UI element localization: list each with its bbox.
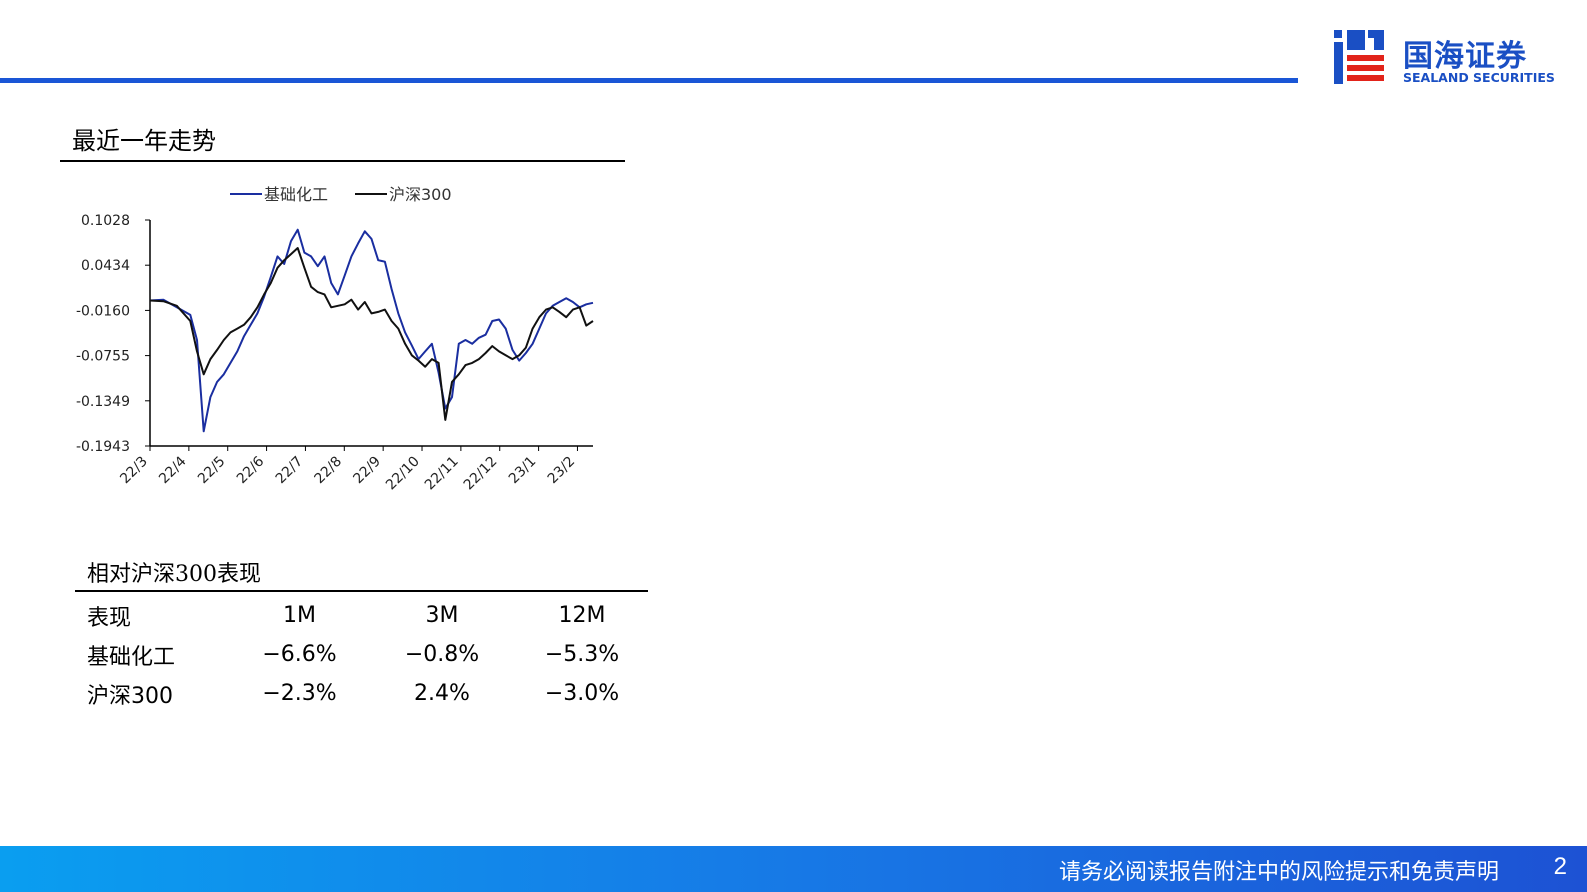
footer-disclaimer: 请务必阅读报告附注中的风险提示和免责声明	[1058, 860, 1499, 885]
y-tick-label: 0.1028	[81, 213, 130, 229]
column-header: 1M	[283, 603, 316, 628]
column-header: 表现	[87, 605, 132, 631]
x-tick-label: 22/3	[117, 454, 151, 488]
column-header: 12M	[558, 603, 606, 628]
x-tick-label: 22/7	[273, 454, 307, 488]
x-tick-label: 22/10	[383, 454, 423, 494]
x-tick-label: 23/2	[545, 454, 579, 488]
chart-lines	[149, 228, 594, 433]
table-cell: −3.0%	[544, 681, 620, 706]
x-tick-label: 22/9	[350, 454, 384, 488]
table-cell: 沪深300	[87, 683, 173, 709]
table-cell: −6.6%	[262, 642, 337, 667]
company-name: 国海证券	[1403, 39, 1527, 74]
performance-rule	[75, 590, 648, 592]
table-header-row: 表现 1M 3M 12M	[78, 596, 652, 635]
x-tick-label: 22/4	[156, 453, 190, 487]
table-row: 沪深300 −2.3% 2.4% −3.0%	[78, 674, 652, 713]
table-cell: −0.8%	[404, 642, 480, 667]
table-cell: 2.4%	[414, 681, 470, 706]
x-tick-label: 23/1	[506, 454, 540, 488]
chart-legend: 基础化工 沪深300	[230, 185, 452, 204]
header-rule	[0, 78, 1298, 83]
y-tick-label: -0.0160	[76, 303, 130, 319]
section-title: 最近一年走势	[72, 127, 216, 155]
x-tick-label: 22/12	[461, 454, 501, 494]
series-line	[149, 228, 594, 433]
y-tick-label: -0.1349	[76, 394, 130, 410]
y-tick-label: -0.0755	[76, 349, 130, 365]
series-line	[149, 247, 594, 421]
x-tick-label: 22/6	[234, 453, 268, 487]
company-name-en: SEALAND SECURITIES	[1403, 70, 1555, 85]
table-cell: −2.3%	[262, 681, 337, 706]
performance-table: 表现 1M 3M 12M 基础化工 −6.6% −0.8% −5.3% 沪深30…	[78, 596, 652, 713]
page-number: 2	[1553, 853, 1567, 880]
company-logo-icon	[1334, 30, 1384, 84]
x-tick-label: 22/11	[422, 454, 462, 494]
legend-label: 沪深300	[389, 185, 452, 204]
legend-label: 基础化工	[264, 185, 328, 204]
y-tick-label: 0.0434	[81, 258, 130, 274]
section-rule	[60, 160, 625, 162]
table-cell: 基础化工	[87, 644, 176, 670]
x-tick-label: 22/5	[195, 454, 229, 488]
y-tick-label: -0.1943	[76, 439, 130, 455]
performance-title: 相对沪深300表现	[87, 562, 261, 587]
table-cell: −5.3%	[544, 642, 620, 667]
trend-chart: 基础化工 沪深300 0.1028 0.0434 -0.0160 -0.0755 -0.1…	[76, 185, 594, 494]
x-tick-label: 22/8	[312, 454, 346, 488]
column-header: 3M	[425, 603, 459, 628]
table-row: 基础化工 −6.6% −0.8% −5.3%	[78, 635, 652, 674]
footer-bar: 请务必阅读报告附注中的风险提示和免责声明 2	[0, 846, 1587, 892]
